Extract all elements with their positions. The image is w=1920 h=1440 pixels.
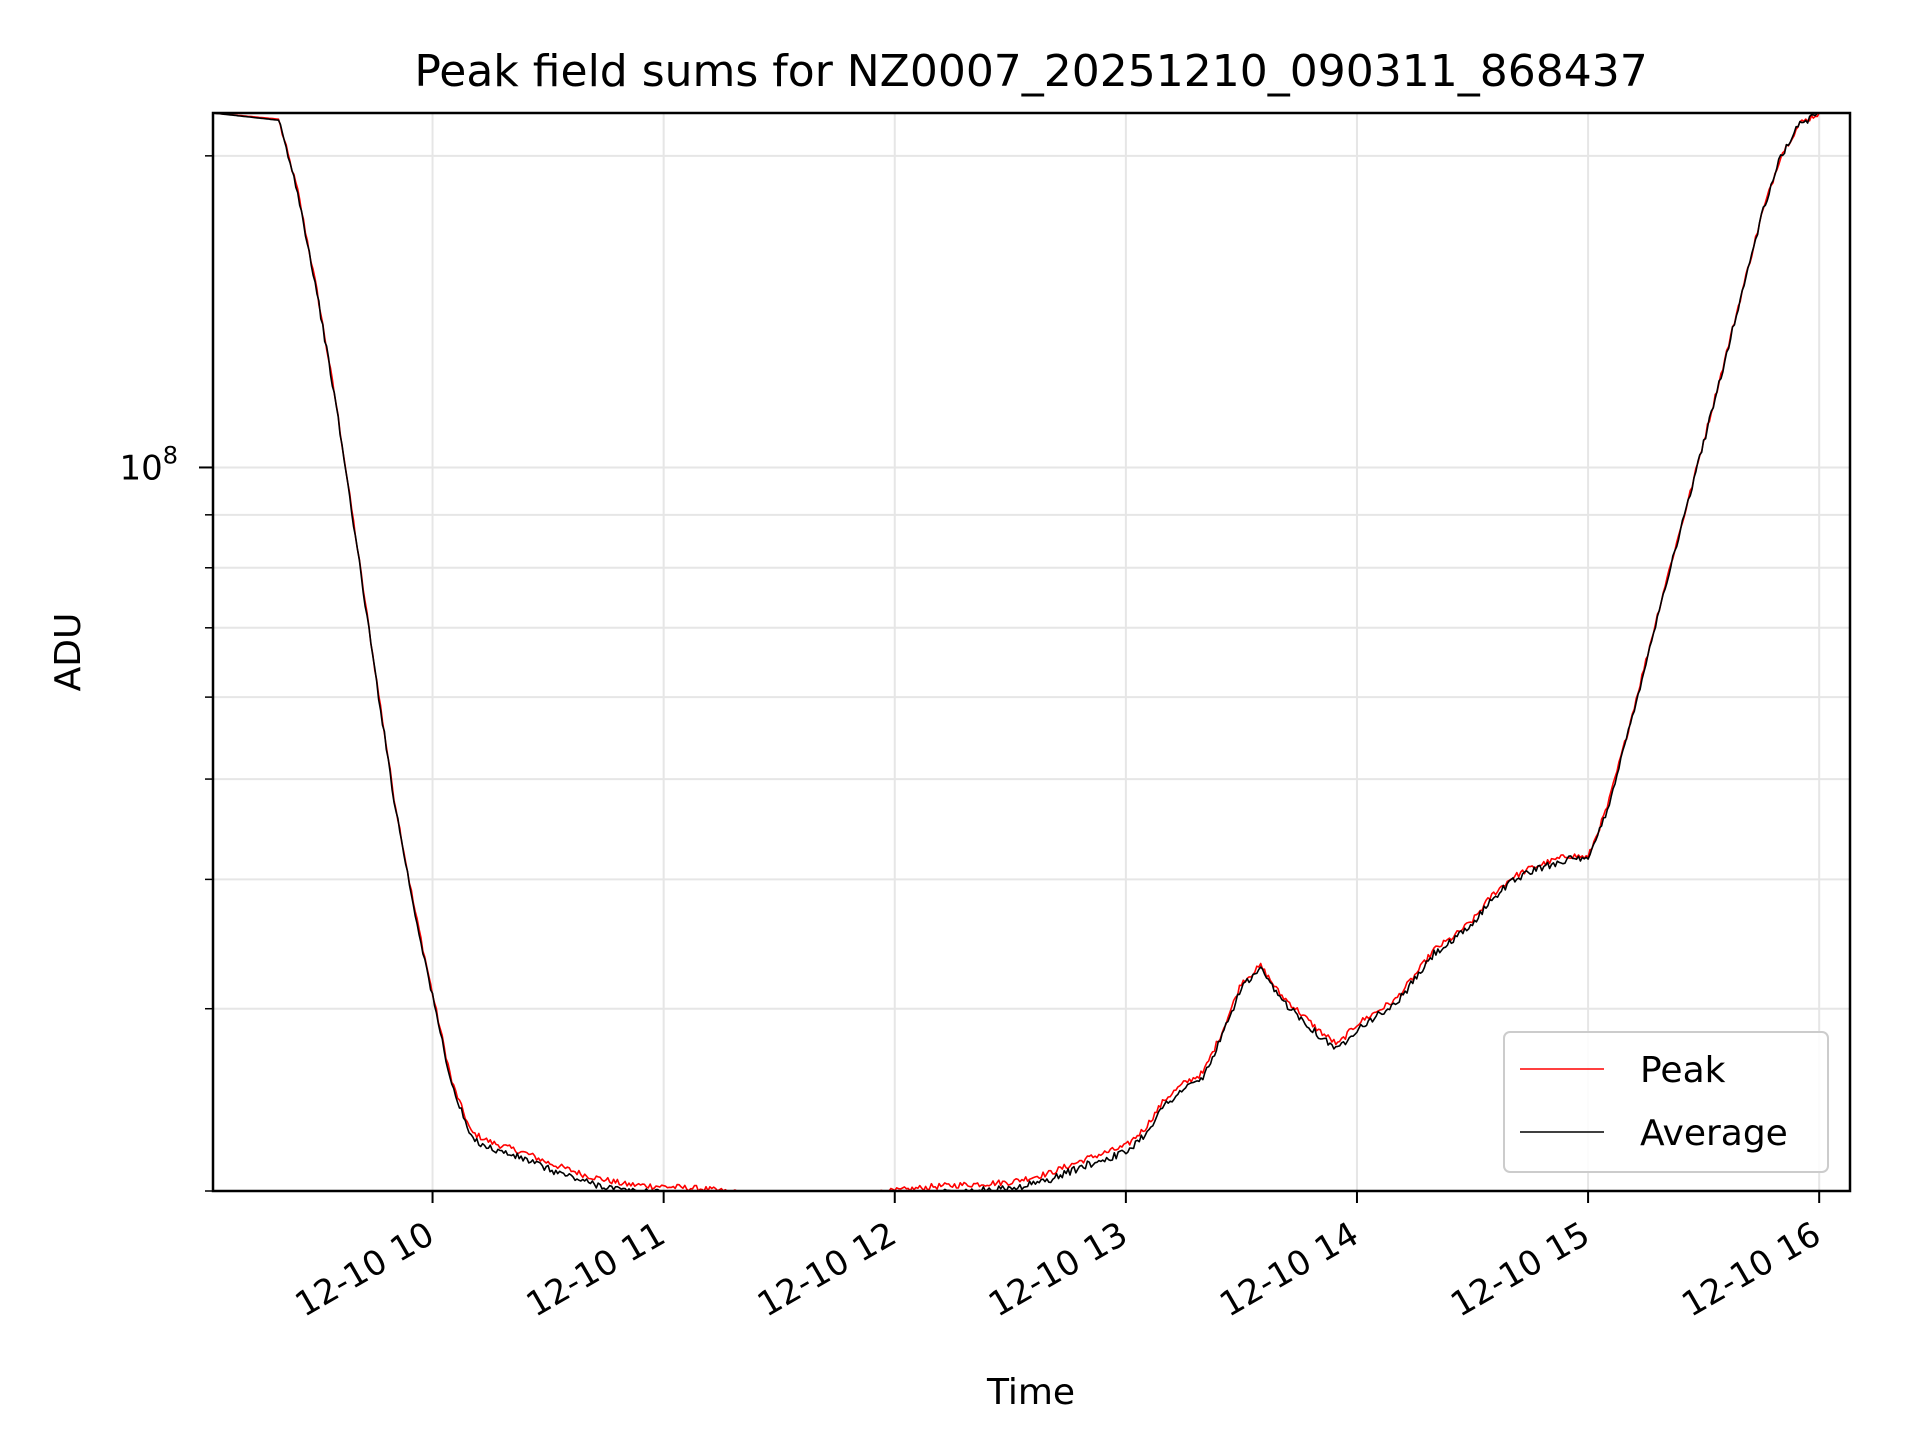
plot-frame bbox=[211, 111, 1852, 1193]
series-line-peak bbox=[212, 112, 1850, 1192]
legend: Peak Average bbox=[1503, 1031, 1829, 1173]
legend-label-average: Average bbox=[1640, 1113, 1788, 1154]
chart-title: Peak field sums for NZ0007_20251210_0903… bbox=[414, 46, 1647, 97]
y-axis-label: ADU bbox=[48, 613, 89, 692]
y-tick-base: 10 bbox=[119, 448, 162, 488]
y-tick-label-major: 108 bbox=[119, 441, 178, 488]
y-tick-exponent: 8 bbox=[163, 441, 178, 469]
legend-label-peak: Peak bbox=[1640, 1050, 1726, 1091]
legend-box bbox=[1503, 1031, 1829, 1173]
series-line-average bbox=[212, 112, 1850, 1192]
y-axis: 108 bbox=[119, 155, 213, 1192]
series-layer bbox=[212, 112, 1850, 1192]
x-axis-label: Time bbox=[986, 1372, 1075, 1413]
